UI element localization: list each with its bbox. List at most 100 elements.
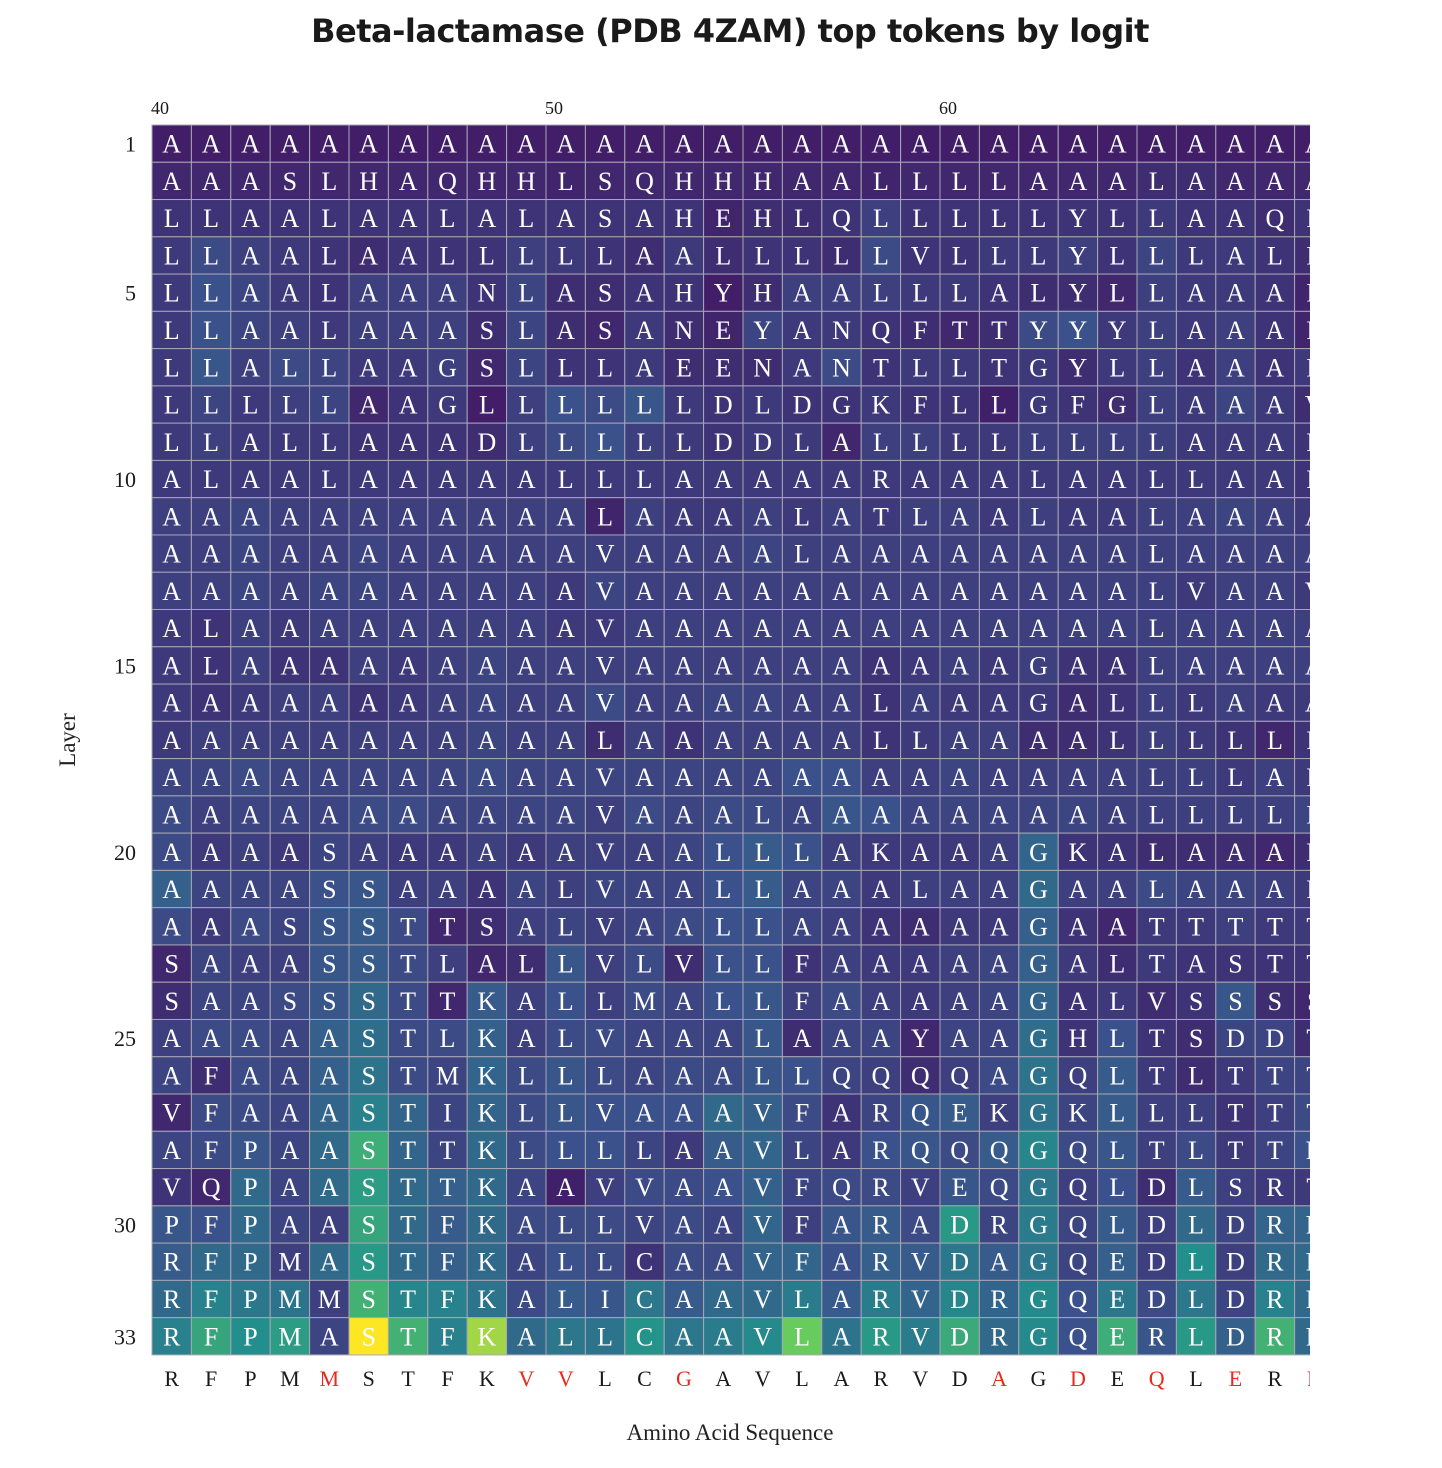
heatmap-cell <box>545 422 586 461</box>
cell-token-label: A <box>714 540 733 569</box>
cell-token-label: A <box>320 614 339 643</box>
heatmap-cell <box>900 348 941 387</box>
heatmap-cell <box>742 1093 783 1132</box>
cell-token-label: A <box>911 614 930 643</box>
cell-token-label: V <box>162 1099 181 1128</box>
cell-token-label: A <box>714 1024 733 1053</box>
cell-token-label: A <box>832 1024 851 1053</box>
heatmap-cell <box>742 459 783 499</box>
cell-token-label: A <box>832 1248 851 1277</box>
cell-token-label: A <box>1187 875 1206 904</box>
cell-token-label: M <box>318 1285 341 1314</box>
heatmap-cell <box>1057 422 1099 461</box>
cell-token-label: V <box>596 1024 615 1053</box>
cell-token-label: A <box>359 800 378 829</box>
heatmap-cell <box>309 497 350 536</box>
heatmap-cell <box>978 497 1020 536</box>
cell-token-label: T <box>1306 1061 1322 1090</box>
cell-token-label: A <box>478 763 497 792</box>
cell-token-label: A <box>241 726 260 755</box>
heatmap-cell <box>269 385 311 424</box>
cell-token-label: L <box>755 838 771 867</box>
cell-token-label: A <box>793 614 812 643</box>
cell-token-label: A <box>1069 540 1088 569</box>
cell-token-label: A <box>1069 800 1088 829</box>
cell-token-label: A <box>1029 614 1048 643</box>
heatmap-cell <box>624 832 665 871</box>
cell-token-label: A <box>202 763 221 792</box>
cell-token-label: H <box>675 279 694 308</box>
heatmap-cell <box>1097 981 1138 1020</box>
heatmap-cell <box>1254 348 1296 387</box>
cell-token-label: Q <box>872 316 891 345</box>
cell-token-label: L <box>794 204 810 233</box>
cell-token-label: G <box>438 353 457 382</box>
cell-token-label: L <box>637 465 653 494</box>
cell-token-label: A <box>911 950 930 979</box>
cell-token-label: Y <box>911 1024 930 1053</box>
cell-token-label: K <box>872 391 891 420</box>
heatmap-cell <box>545 1056 586 1095</box>
cell-token-label: V <box>911 1248 930 1277</box>
heatmap-cell <box>1294 832 1310 871</box>
cell-token-label: A <box>438 838 457 867</box>
cell-token-label: A <box>832 950 851 979</box>
cell-token-label: L <box>1188 689 1204 718</box>
heatmap-cell <box>190 459 232 499</box>
cell-token-label: A <box>872 875 891 904</box>
cell-token-label: A <box>162 1061 181 1090</box>
cell-token-label: L <box>1188 763 1204 792</box>
heatmap-cell <box>269 609 311 648</box>
heatmap-cell <box>1018 944 1059 983</box>
heatmap-cell <box>1294 1279 1310 1319</box>
cell-token-label: A <box>517 1173 536 1202</box>
cell-token-label: A <box>1108 540 1127 569</box>
cell-token-label: L <box>597 1136 613 1165</box>
heatmap-cell <box>348 981 389 1020</box>
cell-token-label: L <box>1149 838 1165 867</box>
heatmap-cell <box>663 1056 705 1095</box>
heatmap-cell <box>269 199 311 238</box>
cell-token-label: C <box>636 1248 653 1277</box>
cell-token-label: A <box>517 1024 536 1053</box>
heatmap-cell <box>1254 1018 1296 1058</box>
cell-token-label: A <box>359 540 378 569</box>
cell-token-label: A <box>714 1210 733 1239</box>
cell-token-label: T <box>1228 1136 1244 1165</box>
cell-token-label: A <box>1187 950 1206 979</box>
heatmap-cell <box>1294 646 1310 685</box>
cell-token-label: A <box>162 614 181 643</box>
cell-token-label: Q <box>1069 1173 1088 1202</box>
heatmap-cell <box>506 944 547 983</box>
heatmap-cell <box>978 348 1020 387</box>
cell-token-label: N <box>675 316 694 345</box>
cell-token-label: F <box>204 1322 218 1351</box>
cell-token-label: L <box>203 353 219 382</box>
cell-token-label: A <box>1187 204 1206 233</box>
cell-token-label: S <box>1189 987 1203 1016</box>
cell-token-label: L <box>203 241 219 270</box>
cell-token-label: A <box>675 1173 694 1202</box>
cell-token-label: A <box>990 800 1009 829</box>
heatmap-cell <box>703 1018 744 1058</box>
cell-token-label: A <box>1266 540 1285 569</box>
heatmap-cell <box>900 1093 941 1132</box>
cell-token-label: G <box>1029 1061 1048 1090</box>
heatmap-cell <box>1057 459 1099 499</box>
cell-token-label: L <box>1149 391 1165 420</box>
heatmap-cell <box>1018 981 1059 1020</box>
heatmap-cell <box>939 758 980 797</box>
heatmap-cell <box>151 124 192 163</box>
heatmap-cell <box>663 199 705 238</box>
heatmap-cell <box>742 534 783 573</box>
heatmap-cell <box>269 646 311 685</box>
cell-token-label: A <box>320 1099 339 1128</box>
heatmap-cell <box>427 1093 468 1132</box>
cell-token-label: A <box>675 651 694 680</box>
cell-token-label: A <box>359 130 378 159</box>
cell-token-label: T <box>400 1210 416 1239</box>
cell-token-label: A <box>1187 614 1206 643</box>
heatmap-cell <box>939 199 980 238</box>
cell-token-label: L <box>321 353 337 382</box>
cell-token-label: A <box>556 279 575 308</box>
